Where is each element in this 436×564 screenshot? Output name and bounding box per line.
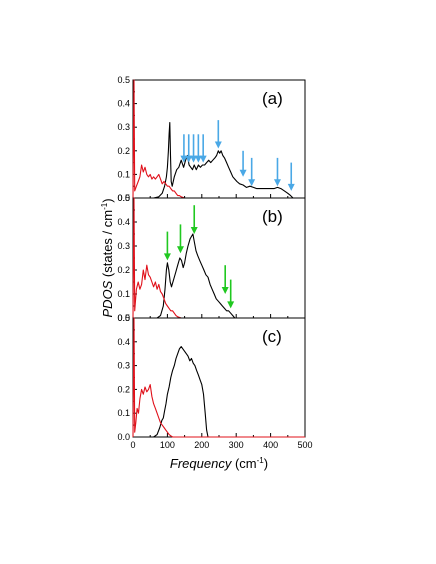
y-tick-label: 0.0 <box>117 432 130 442</box>
arrow-marker <box>180 134 188 163</box>
arrow-head <box>190 227 198 234</box>
y-tick-label: 0.5 <box>117 75 130 85</box>
series-line-black <box>133 346 305 438</box>
arrow-marker <box>221 265 229 294</box>
panels-group: 0.0 0.1 0.2 0.3 0.4 0.5 (a) 0.0 0.1 0.2 0.3 0.4 0.5 (… <box>117 75 312 450</box>
x-tick-label: 400 <box>263 440 278 450</box>
x-tick-label: 200 <box>194 440 209 450</box>
arrow-head <box>190 155 198 163</box>
y-axis-unit: (states / cm <box>100 210 115 281</box>
arrow-marker <box>190 205 198 234</box>
arrow-head <box>176 246 184 254</box>
x-tick-label: 0 <box>130 440 135 450</box>
y-tick-label: 0.4 <box>117 99 130 109</box>
panel-label: (b) <box>262 207 283 226</box>
panel-3: 0.0 0.1 0.2 0.3 0.4 0.5 0 100 200 300 400 500 (c) <box>117 313 312 450</box>
series-line-red <box>132 317 305 438</box>
y-tick-label: 0.0 <box>117 313 130 323</box>
arrow-head <box>199 155 207 163</box>
series-line-red <box>132 197 305 319</box>
panel-label: (a) <box>262 89 283 108</box>
arrow-head <box>185 155 193 163</box>
y-tick-label: 0.5 <box>117 313 130 323</box>
arrow-head <box>248 179 256 187</box>
arrow-marker <box>185 134 193 163</box>
arrow-head <box>287 183 295 191</box>
series-line-black <box>133 233 305 319</box>
x-axis-unit: (cm <box>231 456 256 471</box>
arrow-head <box>180 155 188 163</box>
arrow-marker <box>199 134 207 163</box>
arrow-marker <box>194 134 202 163</box>
y-axis-title: PDOS (states / cm-1) <box>100 198 115 317</box>
arrow-marker <box>287 162 295 191</box>
arrow-marker <box>176 224 184 254</box>
y-tick-label: 0.4 <box>117 337 130 347</box>
x-axis-title: Frequency (cm-1) <box>170 456 268 471</box>
y-tick-label: 0.0 <box>117 193 130 203</box>
y-tick-label: 0.1 <box>117 169 130 179</box>
arrow-marker <box>163 231 171 261</box>
y-axis-title-name: PDOS <box>100 280 115 317</box>
y-tick-label: 0.1 <box>117 408 130 418</box>
y-tick-label: 0.1 <box>117 289 130 299</box>
arrow-marker <box>273 157 281 187</box>
y-tick-label: 0.2 <box>117 384 130 394</box>
x-tick-label: 100 <box>160 440 175 450</box>
y-tick-label: 0.3 <box>117 361 130 371</box>
arrow-head <box>214 141 222 149</box>
y-tick-label: 0.2 <box>117 146 130 156</box>
y-axis-unit-exponent: -1 <box>100 202 109 210</box>
arrow-head <box>163 253 171 261</box>
panel-2: 0.0 0.1 0.2 0.3 0.4 0.5 (b) <box>117 193 306 323</box>
x-tick-label: 500 <box>297 440 312 450</box>
panel-label: (c) <box>262 327 282 346</box>
arrow-marker <box>248 157 256 187</box>
panel-1: 0.0 0.1 0.2 0.3 0.4 0.5 (a) <box>117 75 306 203</box>
y-tick-label: 0.3 <box>117 122 130 132</box>
arrow-marker <box>190 134 198 163</box>
arrow-head <box>227 301 235 309</box>
y-axis-unit-close: ) <box>100 198 115 202</box>
arrow-head <box>221 287 229 294</box>
arrow-marker <box>239 150 247 177</box>
y-tick-label: 0.5 <box>117 193 130 203</box>
arrow-head <box>273 179 281 187</box>
arrow-marker <box>227 279 235 309</box>
x-axis-unit-exponent: -1 <box>257 456 265 465</box>
y-tick-label: 0.4 <box>117 217 130 227</box>
arrow-head <box>194 155 202 163</box>
series-line-red <box>132 79 305 199</box>
y-tick-label: 0.3 <box>117 241 130 251</box>
series-line-black <box>133 121 305 199</box>
x-axis-unit-close: ) <box>264 456 268 471</box>
x-axis-title-name: Frequency <box>170 456 233 471</box>
y-tick-label: 0.2 <box>117 265 130 275</box>
arrow-head <box>239 169 247 177</box>
x-tick-label: 300 <box>229 440 244 450</box>
arrow-marker <box>214 120 222 149</box>
